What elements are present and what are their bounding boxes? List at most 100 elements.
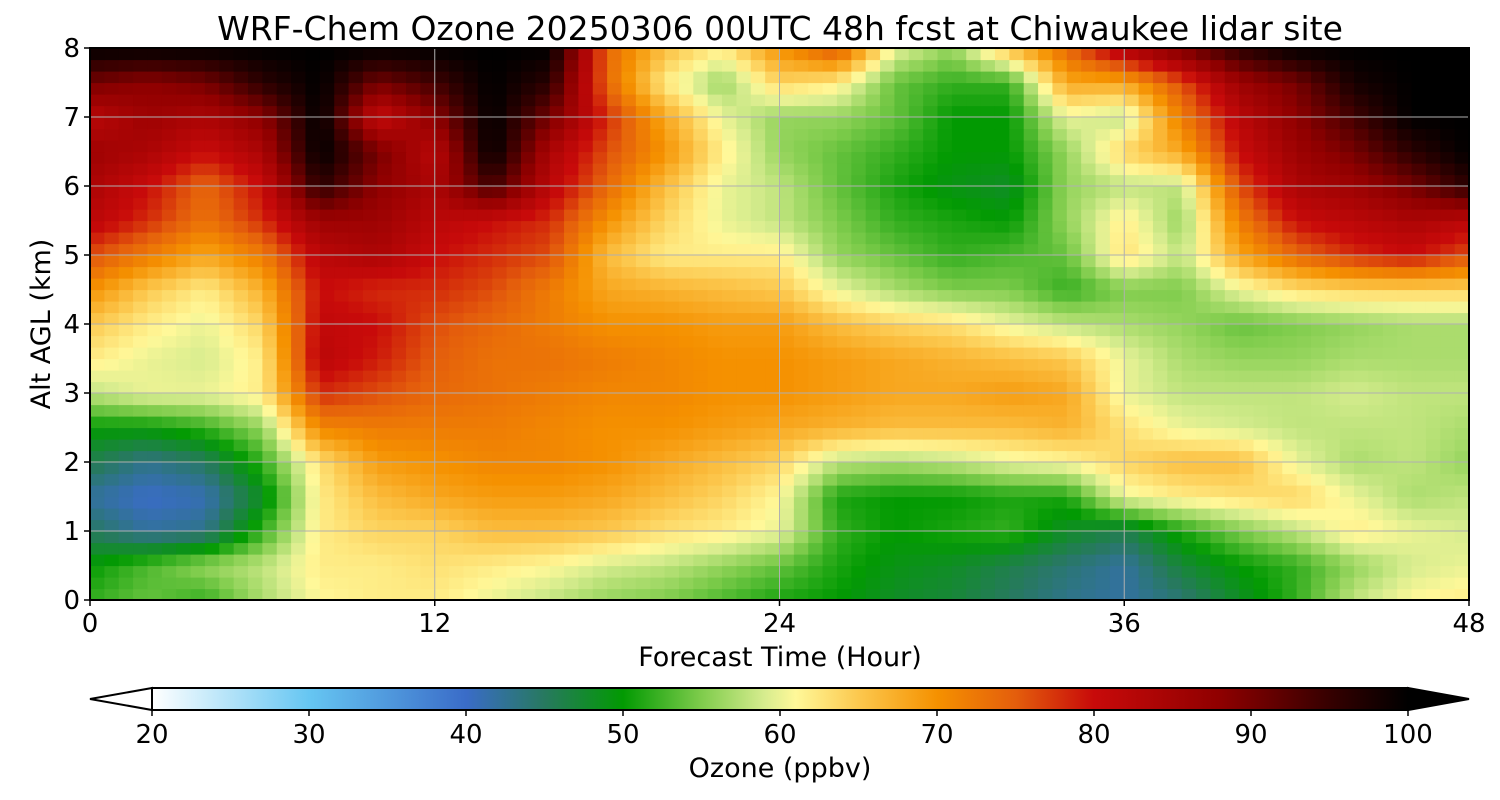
heatmap-cell <box>176 577 192 590</box>
heatmap-cell <box>1425 186 1441 199</box>
heatmap-cell <box>966 163 982 176</box>
heatmap-cell <box>564 82 579 95</box>
heatmap-cell <box>592 59 608 72</box>
heatmap-cell <box>779 197 795 210</box>
heatmap-cell <box>190 542 206 555</box>
heatmap-cell <box>1339 542 1355 555</box>
heatmap-cell <box>1382 393 1398 406</box>
heatmap-cell <box>1095 381 1111 394</box>
heatmap-cell <box>147 128 163 141</box>
heatmap-cell <box>1124 289 1140 302</box>
heatmap-cell <box>1138 117 1154 130</box>
heatmap-cell <box>1325 381 1341 394</box>
heatmap-cell <box>190 370 206 383</box>
heatmap-cell <box>391 324 407 337</box>
heatmap-cell <box>851 577 867 590</box>
heatmap-cell <box>951 186 967 199</box>
heatmap-cell <box>520 519 536 532</box>
heatmap-cell <box>980 163 996 176</box>
heatmap-cell <box>592 243 608 256</box>
heatmap-cell <box>219 117 235 130</box>
heatmap-cell <box>1224 485 1240 498</box>
heatmap-cell <box>1325 393 1341 406</box>
heatmap-cell <box>147 48 163 61</box>
heatmap-cell <box>348 94 364 107</box>
heatmap-cell <box>406 301 421 314</box>
heatmap-cell <box>1310 427 1326 440</box>
heatmap-cell <box>434 209 450 222</box>
heatmap-cell <box>966 140 982 153</box>
heatmap-cell <box>1454 312 1470 325</box>
heatmap-cell <box>707 220 723 233</box>
heatmap-cell <box>1339 266 1355 279</box>
heatmap-cell <box>1354 266 1370 279</box>
heatmap-cell <box>1023 220 1039 233</box>
heatmap-cell <box>1210 140 1226 153</box>
heatmap-cell <box>736 473 752 486</box>
heatmap-cell <box>449 462 465 475</box>
heatmap-cell <box>190 519 206 532</box>
heatmap-cell <box>1081 577 1097 590</box>
heatmap-cell <box>1267 232 1283 245</box>
heatmap-cell <box>90 266 105 279</box>
heatmap-cell <box>1382 140 1398 153</box>
heatmap-cell <box>808 209 824 222</box>
heatmap-cell <box>578 439 594 452</box>
heatmap-cell <box>1454 496 1470 509</box>
heatmap-cell <box>750 496 766 509</box>
heatmap-cell <box>391 439 407 452</box>
heatmap-cell <box>908 105 924 118</box>
heatmap-cell <box>1411 427 1427 440</box>
heatmap-cell <box>291 312 307 325</box>
heatmap-cell <box>966 266 982 279</box>
heatmap-cell <box>908 48 924 61</box>
heatmap-cell <box>334 197 350 210</box>
heatmap-cell <box>291 427 307 440</box>
heatmap-cell <box>506 312 522 325</box>
heatmap-cell <box>161 370 177 383</box>
heatmap-cell <box>1052 439 1068 452</box>
heatmap-cell <box>1368 324 1384 337</box>
heatmap-cell <box>1009 416 1025 429</box>
heatmap-cell <box>621 312 637 325</box>
heatmap-cell <box>1138 48 1154 61</box>
heatmap-cell <box>1152 163 1168 176</box>
heatmap-cell <box>865 324 881 337</box>
heatmap-cell <box>1066 140 1082 153</box>
heatmap-cell <box>966 542 982 555</box>
heatmap-cell <box>549 220 565 233</box>
heatmap-cell <box>248 358 263 371</box>
heatmap-cell <box>1038 358 1054 371</box>
heatmap-cell <box>118 301 134 314</box>
heatmap-cell <box>348 312 364 325</box>
heatmap-cell <box>1023 427 1039 440</box>
heatmap-cell <box>1038 278 1054 291</box>
heatmap-cell <box>1181 255 1197 268</box>
heatmap-cell <box>1282 427 1298 440</box>
heatmap-cell <box>722 531 737 544</box>
heatmap-cell <box>176 485 192 498</box>
heatmap-cell <box>865 358 881 371</box>
heatmap-cell <box>1440 220 1456 233</box>
heatmap-cell <box>1282 197 1298 210</box>
heatmap-cell <box>1138 197 1154 210</box>
heatmap-cell <box>736 450 752 463</box>
heatmap-cell <box>190 48 206 61</box>
heatmap-cell <box>334 531 350 544</box>
heatmap-cell <box>765 565 781 578</box>
heatmap-cell <box>1109 462 1125 475</box>
heatmap-cell <box>262 542 278 555</box>
heatmap-cell <box>880 427 896 440</box>
heatmap-cell <box>334 577 350 590</box>
heatmap-cell <box>1109 393 1125 406</box>
heatmap-cell <box>894 531 910 544</box>
heatmap-cell <box>1382 439 1398 452</box>
heatmap-cell <box>535 59 551 72</box>
heatmap-cell <box>1224 232 1240 245</box>
heatmap-cell <box>549 577 565 590</box>
heatmap-cell <box>434 496 450 509</box>
heatmap-cell <box>377 577 393 590</box>
heatmap-cell <box>520 186 536 199</box>
heatmap-cell <box>880 243 896 256</box>
heatmap-cell <box>506 266 522 279</box>
